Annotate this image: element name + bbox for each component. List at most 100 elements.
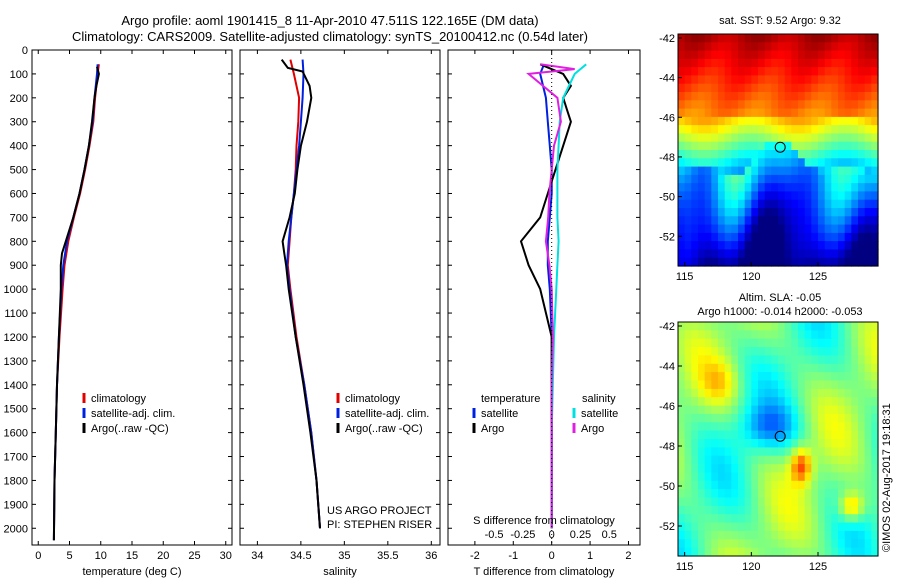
sst-map-cell bbox=[864, 116, 872, 126]
sla-map-cell bbox=[738, 380, 746, 390]
sst-map-cell bbox=[764, 249, 772, 259]
sst-map-cell bbox=[698, 199, 706, 209]
sst-map-cell bbox=[678, 100, 686, 110]
sla-map-cell bbox=[824, 505, 832, 515]
sla-map-cell bbox=[778, 347, 786, 357]
sla-map-cell bbox=[844, 514, 852, 524]
sst-map-cell bbox=[731, 174, 739, 184]
sla-map-cell bbox=[831, 430, 839, 440]
sla-map-cell bbox=[704, 355, 712, 365]
sst-map-cell bbox=[858, 174, 866, 184]
sla-map-cell bbox=[864, 355, 872, 365]
sla-map-cell bbox=[751, 430, 759, 440]
sla-map-cell bbox=[811, 547, 819, 557]
sla-map-cell bbox=[844, 405, 852, 415]
sla-map-cell bbox=[691, 430, 699, 440]
sla-map-cell bbox=[731, 363, 739, 373]
sla-map-cell bbox=[718, 405, 726, 415]
sla-map-cell bbox=[751, 439, 759, 448]
sla-map-cell bbox=[844, 322, 852, 331]
sst-map-cell bbox=[804, 100, 812, 110]
sst-map-cell bbox=[684, 174, 692, 184]
sla-map-cell bbox=[691, 439, 699, 448]
sla-map-cell bbox=[824, 430, 832, 440]
sla-map-cell bbox=[731, 322, 739, 331]
sla-map-cell bbox=[818, 430, 826, 440]
sst-map-cell bbox=[698, 216, 706, 226]
sla-map-cell bbox=[691, 464, 699, 474]
sla-map-cell bbox=[704, 514, 712, 524]
sst-map-cell bbox=[871, 232, 879, 242]
sla-map-cell bbox=[764, 413, 772, 423]
sla-map-cell bbox=[691, 347, 699, 357]
sst-map-cell bbox=[858, 83, 866, 93]
sst-map-cell bbox=[791, 150, 799, 159]
sst-map-cell bbox=[778, 150, 786, 159]
sst-map-cell bbox=[738, 125, 746, 134]
sst-map-cell bbox=[704, 67, 712, 76]
sla-map-cell bbox=[778, 514, 786, 524]
y-tick-label: 200 bbox=[10, 93, 28, 105]
sst-map-cell bbox=[844, 34, 852, 43]
sst-map-cell bbox=[811, 75, 819, 85]
sst-map-cell bbox=[784, 216, 792, 226]
sla-map-cell bbox=[771, 388, 779, 398]
sla-map-cell bbox=[831, 539, 839, 549]
sst-map-cell bbox=[724, 191, 732, 201]
sst-map-cell bbox=[764, 42, 772, 52]
sst-map-cell bbox=[698, 58, 706, 68]
sst-map-cell bbox=[678, 232, 686, 242]
sst-map-cell bbox=[831, 158, 839, 168]
sla-map-cell bbox=[724, 464, 732, 474]
sla-map-cell bbox=[811, 363, 819, 373]
sst-map-cell bbox=[778, 224, 786, 234]
sla-map-cell bbox=[691, 413, 699, 423]
sla-map-cell bbox=[791, 405, 799, 415]
sla-map-cell bbox=[818, 388, 826, 398]
sla-map-cell bbox=[704, 489, 712, 499]
sst-map-cell bbox=[824, 166, 832, 176]
sla-map-cell bbox=[744, 322, 752, 331]
series-line-argo bbox=[519, 63, 573, 529]
sst-map-cell bbox=[851, 92, 859, 101]
sst-map-cell bbox=[684, 224, 692, 234]
sla-map-cell bbox=[811, 330, 819, 340]
sla-map-cell bbox=[858, 355, 866, 365]
sst-map-cell bbox=[804, 191, 812, 201]
sla-map-cell bbox=[844, 388, 852, 398]
sst-map-cell bbox=[844, 199, 852, 209]
sla-map-cell bbox=[844, 505, 852, 515]
sla-map-cell bbox=[804, 422, 812, 432]
sla-map-cell bbox=[858, 347, 866, 357]
sst-map-cell bbox=[778, 83, 786, 93]
sst-map-cell bbox=[838, 199, 846, 209]
sla-map-cell bbox=[818, 397, 826, 407]
sst-map-cell bbox=[771, 116, 779, 126]
sst-map-cell bbox=[818, 100, 826, 110]
sst-map-cell bbox=[778, 241, 786, 250]
sst-map-cell bbox=[731, 216, 739, 226]
sst-map-cell bbox=[731, 75, 739, 85]
sla-map-cell bbox=[711, 514, 719, 524]
sst-map-cell bbox=[851, 199, 859, 209]
sst-map-cell bbox=[864, 58, 872, 68]
sst-map-cell bbox=[724, 216, 732, 226]
sst-map-cell bbox=[691, 224, 699, 234]
sst-map-cell bbox=[844, 232, 852, 242]
sla-map-cell bbox=[811, 405, 819, 415]
sst-map-cell bbox=[698, 75, 706, 85]
sst-map-cell bbox=[784, 166, 792, 176]
sst-map-cell bbox=[778, 257, 786, 267]
sla-map-cell bbox=[798, 330, 806, 340]
sst-map-cell bbox=[744, 133, 752, 143]
sst-map-cell bbox=[811, 58, 819, 68]
sst-map-cell bbox=[844, 100, 852, 110]
sst-map-cell bbox=[678, 92, 686, 101]
sla-map-cell bbox=[758, 489, 766, 499]
sla-map-cell bbox=[771, 480, 779, 490]
sst-map-cell bbox=[824, 83, 832, 93]
sst-map-cell bbox=[744, 199, 752, 209]
sst-map-cell bbox=[698, 100, 706, 110]
sla-map-cell bbox=[731, 439, 739, 448]
sst-map-cell bbox=[764, 125, 772, 134]
